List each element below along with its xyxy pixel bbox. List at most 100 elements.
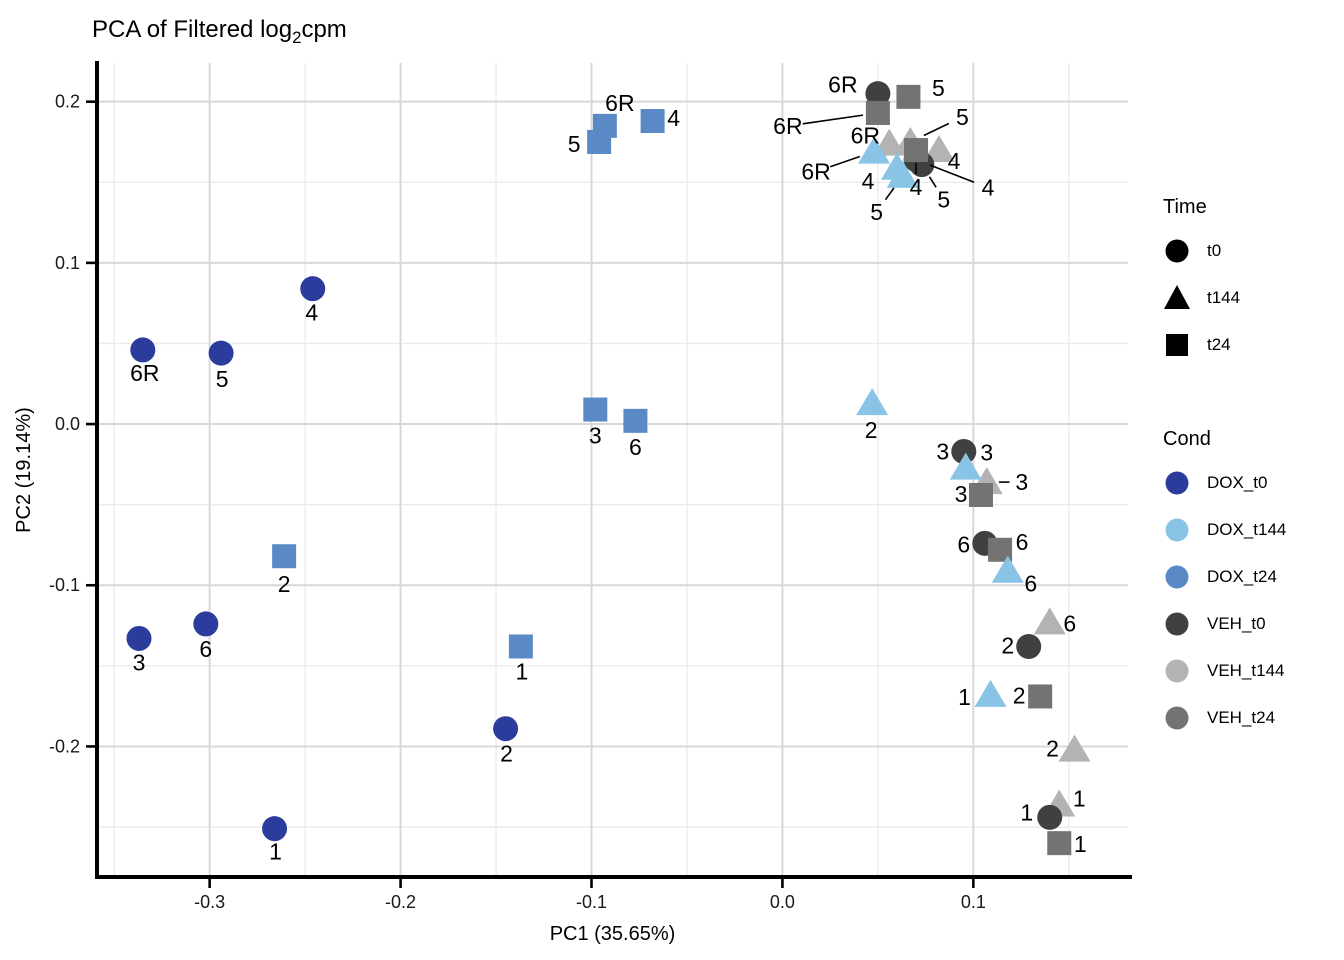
point-label-DOX_t144-5: 5 xyxy=(870,199,883,225)
x-tick-label: -0.2 xyxy=(385,892,416,912)
legend-cond-label: VEH_t24 xyxy=(1207,707,1276,727)
point-DOX_t0-2 xyxy=(493,716,519,742)
point-label-VEH_t144-6R: 6R xyxy=(851,123,880,149)
leader-line-VEH_t144-5 xyxy=(923,122,950,137)
point-DOX_t24-6R xyxy=(592,113,617,138)
point-label-VEH_t24-1: 1 xyxy=(1074,831,1087,857)
circle-legend-glyph-icon xyxy=(1165,471,1189,494)
point-label-DOX_t0-5: 5 xyxy=(216,366,229,392)
legend-time: Time t0 t144 t24 xyxy=(1163,196,1343,368)
point-VEH_t24-2 xyxy=(1028,684,1053,709)
point-label-DOX_t24-6R: 6R xyxy=(605,90,634,116)
point-DOX_t144-6 xyxy=(991,555,1024,583)
point-DOX_t0-6R xyxy=(130,337,156,363)
legend-cond-item-DOX_t144: DOX_t144 xyxy=(1163,506,1343,553)
legend-cond-item-VEH_t0: VEH_t0 xyxy=(1163,600,1343,647)
legend-time-item-t144: t144 xyxy=(1163,274,1343,321)
point-label-VEH_t0-2: 2 xyxy=(1001,633,1014,659)
axes: -0.3 -0.2 -0.1 0.0 0.1 0.2 0.1 0.0 -0.1 -0.2 xyxy=(49,61,1132,912)
point-VEH_t144-4 xyxy=(922,135,955,163)
legend-time-label: t24 xyxy=(1207,334,1231,354)
point-DOX_t0-6 xyxy=(193,611,219,637)
point-DOX_t24-2 xyxy=(272,544,297,569)
point-VEH_t24-6R xyxy=(865,100,890,125)
point-DOX_t24-6 xyxy=(623,408,648,433)
plot-title: PCA of Filtered log2cpm xyxy=(92,16,347,48)
leader-line-VEH_t24-6R xyxy=(802,114,864,125)
point-DOX_t144-3 xyxy=(949,452,982,480)
leader-line-VEH_t0-5 xyxy=(928,176,937,188)
y-tick-label: 0.1 xyxy=(55,253,80,273)
point-VEH_t0-3 xyxy=(951,438,977,464)
point-VEH_t144-6R xyxy=(873,128,906,156)
point-DOX_t144-2 xyxy=(856,388,889,416)
legend-cond-label: VEH_t144 xyxy=(1207,660,1285,680)
point-label-VEH_t0-4: 4 xyxy=(982,175,995,201)
legend-time-item-t24: t24 xyxy=(1163,321,1343,368)
plot-title-suffix: cpm xyxy=(301,16,347,43)
label-leader-lines xyxy=(802,114,1010,483)
circle-legend-glyph-icon xyxy=(1165,239,1189,262)
triangle-legend-glyph-icon xyxy=(1164,284,1190,309)
legend-time-item-t0: t0 xyxy=(1163,227,1343,274)
point-label-VEH_t144-2: 2 xyxy=(1046,736,1059,762)
point-label-DOX_t144-1: 1 xyxy=(958,684,971,710)
point-label-DOX_t24-6: 6 xyxy=(629,434,642,460)
circle-legend-glyph-icon xyxy=(1165,659,1189,682)
point-label-VEH_t24-2: 2 xyxy=(1013,682,1026,708)
point-label-DOX_t0-4: 4 xyxy=(305,300,318,326)
leader-line-VEH_t0-4 xyxy=(929,164,975,184)
point-DOX_t24-1 xyxy=(508,634,533,659)
y-axis-title: PC2 (19.14%) xyxy=(13,407,35,533)
leader-line-DOX_t144-6R xyxy=(829,155,861,168)
point-DOX_t0-3 xyxy=(126,625,152,651)
point-VEH_t24-5 xyxy=(896,84,921,109)
point-label-DOX_t144-4: 4 xyxy=(862,168,875,194)
x-axis-title: PC1 (35.65%) xyxy=(550,923,676,945)
point-label-VEH_t144-3: 3 xyxy=(1015,469,1028,495)
data-points xyxy=(126,81,1091,856)
point-DOX_t0-1 xyxy=(262,816,288,842)
x-tick-label: 0.0 xyxy=(770,892,795,912)
point-label-VEH_t0-5: 5 xyxy=(937,187,950,213)
point-label-VEH_t24-6: 6 xyxy=(1016,529,1029,555)
x-tick-label: -0.3 xyxy=(194,892,225,912)
point-label-VEH_t144-5: 5 xyxy=(956,104,969,130)
point-VEH_t0-1 xyxy=(1037,804,1063,830)
y-tick-label: -0.1 xyxy=(49,575,80,595)
point-label-DOX_t144-6: 6 xyxy=(1024,571,1037,597)
point-label-VEH_t0-1: 1 xyxy=(1020,799,1033,825)
point-DOX_t144-5 xyxy=(886,160,919,188)
legend-time-label: t144 xyxy=(1207,287,1241,307)
point-label-DOX_t0-2: 2 xyxy=(500,741,513,767)
point-label-DOX_t0-3: 3 xyxy=(133,649,146,675)
legend-cond-title: Cond xyxy=(1163,428,1211,450)
point-label-VEH_t0-6: 6 xyxy=(957,531,970,557)
point-label-VEH_t0-6R: 6R xyxy=(828,72,857,98)
point-DOX_t0-5 xyxy=(208,340,234,366)
point-label-DOX_t24-2: 2 xyxy=(278,571,291,597)
point-VEH_t144-2 xyxy=(1058,734,1091,762)
point-label-VEH_t0-3: 3 xyxy=(936,438,949,464)
point-label-VEH_t24-5: 5 xyxy=(932,75,945,101)
point-label-DOX_t0-1: 1 xyxy=(269,839,282,865)
point-label-DOX_t0-6: 6 xyxy=(199,636,212,662)
x-tick-label: 0.1 xyxy=(961,892,986,912)
circle-legend-glyph-icon xyxy=(1165,518,1189,541)
point-label-DOX_t24-3: 3 xyxy=(589,423,602,449)
point-label-DOX_t24-1: 1 xyxy=(515,659,528,685)
point-label-DOX_t24-5: 5 xyxy=(568,131,581,157)
plot-title-subscript: 2 xyxy=(292,27,302,47)
legend-cond: Cond DOX_t0 DOX_t144 DOX_t24 VEH_t0 VEH_t144 V… xyxy=(1163,428,1343,741)
legend-cond-label: DOX_t0 xyxy=(1207,472,1268,492)
point-label-VEH_t24-3: 3 xyxy=(955,481,968,507)
square-legend-glyph-icon xyxy=(1166,333,1188,356)
point-DOX_t144-1 xyxy=(974,679,1007,707)
point-label-DOX_t0-6R: 6R xyxy=(130,360,159,386)
circle-legend-glyph-icon xyxy=(1165,565,1189,588)
point-DOX_t24-4 xyxy=(640,109,665,134)
point-label-DOX_t144-3: 3 xyxy=(980,440,993,466)
legend-time-label: t0 xyxy=(1207,240,1222,260)
